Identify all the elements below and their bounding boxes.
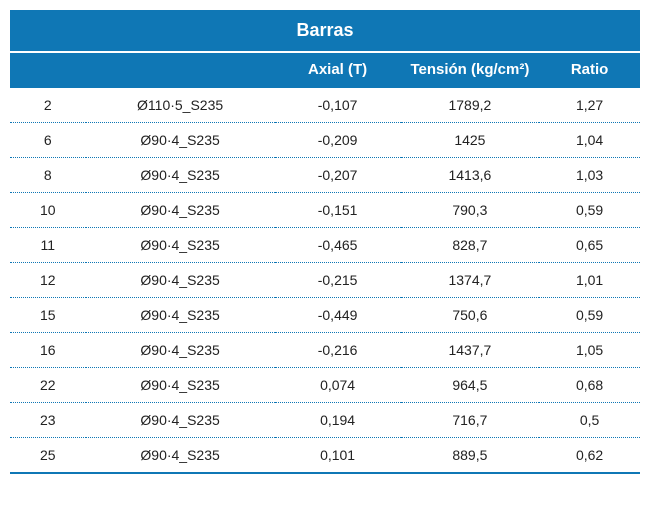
cell-profile: Ø90·4_S235 <box>86 263 275 298</box>
cell-profile: Ø110·5_S235 <box>86 87 275 123</box>
cell-ratio: 0,59 <box>539 193 640 228</box>
table-row: 8Ø90·4_S235-0,2071413,61,03 <box>10 158 640 193</box>
table-row: 16Ø90·4_S235-0,2161437,71,05 <box>10 333 640 368</box>
cell-axial: -0,209 <box>275 123 401 158</box>
cell-ratio: 1,04 <box>539 123 640 158</box>
barras-table-container: Barras Axial (T) Tensión (kg/cm²) Ratio … <box>10 10 640 474</box>
table-body: 2Ø110·5_S235-0,1071789,21,276Ø90·4_S235-… <box>10 87 640 473</box>
cell-axial: 0,074 <box>275 368 401 403</box>
cell-ratio: 1,03 <box>539 158 640 193</box>
table-row: 10Ø90·4_S235-0,151790,30,59 <box>10 193 640 228</box>
cell-id: 10 <box>10 193 86 228</box>
table-header-row: Axial (T) Tensión (kg/cm²) Ratio <box>10 52 640 87</box>
cell-profile: Ø90·4_S235 <box>86 368 275 403</box>
cell-axial: -0,151 <box>275 193 401 228</box>
cell-ratio: 1,27 <box>539 87 640 123</box>
cell-tension: 1789,2 <box>401 87 540 123</box>
cell-ratio: 0,5 <box>539 403 640 438</box>
cell-axial: -0,449 <box>275 298 401 333</box>
table-row: 6Ø90·4_S235-0,20914251,04 <box>10 123 640 158</box>
table-row: 2Ø110·5_S235-0,1071789,21,27 <box>10 87 640 123</box>
cell-tension: 1425 <box>401 123 540 158</box>
cell-profile: Ø90·4_S235 <box>86 123 275 158</box>
cell-ratio: 0,59 <box>539 298 640 333</box>
cell-id: 15 <box>10 298 86 333</box>
cell-axial: -0,465 <box>275 228 401 263</box>
cell-id: 11 <box>10 228 86 263</box>
cell-id: 22 <box>10 368 86 403</box>
cell-profile: Ø90·4_S235 <box>86 228 275 263</box>
cell-axial: -0,207 <box>275 158 401 193</box>
table-title: Barras <box>10 10 640 52</box>
cell-ratio: 0,68 <box>539 368 640 403</box>
cell-tension: 828,7 <box>401 228 540 263</box>
col-header-axial: Axial (T) <box>275 52 401 87</box>
table-row: 15Ø90·4_S235-0,449750,60,59 <box>10 298 640 333</box>
cell-profile: Ø90·4_S235 <box>86 193 275 228</box>
cell-id: 25 <box>10 438 86 474</box>
cell-axial: 0,194 <box>275 403 401 438</box>
cell-id: 6 <box>10 123 86 158</box>
cell-ratio: 1,01 <box>539 263 640 298</box>
cell-ratio: 0,62 <box>539 438 640 474</box>
cell-profile: Ø90·4_S235 <box>86 403 275 438</box>
cell-axial: -0,107 <box>275 87 401 123</box>
cell-axial: -0,215 <box>275 263 401 298</box>
cell-axial: 0,101 <box>275 438 401 474</box>
cell-profile: Ø90·4_S235 <box>86 158 275 193</box>
table-row: 23Ø90·4_S2350,194716,70,5 <box>10 403 640 438</box>
cell-id: 23 <box>10 403 86 438</box>
cell-tension: 790,3 <box>401 193 540 228</box>
table-row: 11Ø90·4_S235-0,465828,70,65 <box>10 228 640 263</box>
cell-tension: 1374,7 <box>401 263 540 298</box>
cell-tension: 964,5 <box>401 368 540 403</box>
cell-tension: 716,7 <box>401 403 540 438</box>
table-row: 12Ø90·4_S235-0,2151374,71,01 <box>10 263 640 298</box>
table-row: 22Ø90·4_S2350,074964,50,68 <box>10 368 640 403</box>
cell-id: 8 <box>10 158 86 193</box>
cell-tension: 1437,7 <box>401 333 540 368</box>
cell-ratio: 0,65 <box>539 228 640 263</box>
cell-tension: 750,6 <box>401 298 540 333</box>
cell-axial: -0,216 <box>275 333 401 368</box>
cell-tension: 1413,6 <box>401 158 540 193</box>
barras-table: Barras Axial (T) Tensión (kg/cm²) Ratio … <box>10 10 640 474</box>
table-title-row: Barras <box>10 10 640 52</box>
cell-profile: Ø90·4_S235 <box>86 333 275 368</box>
col-header-ratio: Ratio <box>539 52 640 87</box>
cell-id: 2 <box>10 87 86 123</box>
col-header-tension: Tensión (kg/cm²) <box>401 52 540 87</box>
table-row: 25Ø90·4_S2350,101889,50,62 <box>10 438 640 474</box>
cell-ratio: 1,05 <box>539 333 640 368</box>
cell-tension: 889,5 <box>401 438 540 474</box>
cell-id: 12 <box>10 263 86 298</box>
col-header-profile <box>86 52 275 87</box>
col-header-id <box>10 52 86 87</box>
cell-id: 16 <box>10 333 86 368</box>
cell-profile: Ø90·4_S235 <box>86 438 275 474</box>
cell-profile: Ø90·4_S235 <box>86 298 275 333</box>
